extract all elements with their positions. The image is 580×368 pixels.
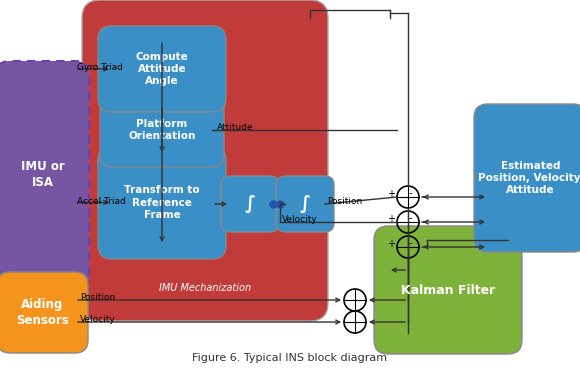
- FancyBboxPatch shape: [100, 93, 224, 167]
- Text: Aiding
Sensors: Aiding Sensors: [16, 298, 69, 327]
- Text: -: -: [408, 213, 412, 223]
- Text: IMU or
ISA: IMU or ISA: [21, 160, 64, 190]
- Text: Position: Position: [327, 197, 362, 206]
- Text: Velocity: Velocity: [282, 215, 318, 224]
- Text: Velocity: Velocity: [80, 315, 116, 324]
- FancyBboxPatch shape: [98, 146, 226, 259]
- Text: Estimated
Position, Velocity,
Attitude: Estimated Position, Velocity, Attitude: [477, 160, 580, 195]
- Text: Position: Position: [80, 293, 115, 302]
- Text: Kalman Filter: Kalman Filter: [401, 283, 495, 297]
- FancyBboxPatch shape: [474, 104, 580, 252]
- Text: +: +: [387, 189, 395, 199]
- Text: ∫: ∫: [299, 195, 310, 213]
- FancyBboxPatch shape: [0, 272, 88, 353]
- Text: Attitude: Attitude: [217, 123, 253, 132]
- Text: IMU Mechanization: IMU Mechanization: [159, 283, 251, 293]
- FancyBboxPatch shape: [276, 176, 334, 232]
- Text: ∫: ∫: [245, 195, 256, 213]
- Text: Figure 6. Typical INS block diagram: Figure 6. Typical INS block diagram: [193, 353, 387, 363]
- FancyBboxPatch shape: [221, 176, 279, 232]
- FancyBboxPatch shape: [374, 226, 522, 354]
- Text: -: -: [408, 188, 412, 198]
- Text: -: -: [408, 238, 412, 248]
- Text: Transform to
Reference
Frame: Transform to Reference Frame: [124, 185, 200, 220]
- Text: Platform
Orientation: Platform Orientation: [128, 119, 195, 141]
- Text: Compute
Attitude
Angle: Compute Attitude Angle: [136, 52, 188, 86]
- Text: Accel Triad: Accel Triad: [77, 197, 126, 205]
- Text: +: +: [387, 214, 395, 224]
- Text: Gyro Triad: Gyro Triad: [77, 63, 123, 72]
- Text: +: +: [387, 239, 395, 249]
- FancyBboxPatch shape: [98, 26, 226, 112]
- FancyBboxPatch shape: [0, 61, 89, 289]
- FancyBboxPatch shape: [82, 0, 328, 321]
